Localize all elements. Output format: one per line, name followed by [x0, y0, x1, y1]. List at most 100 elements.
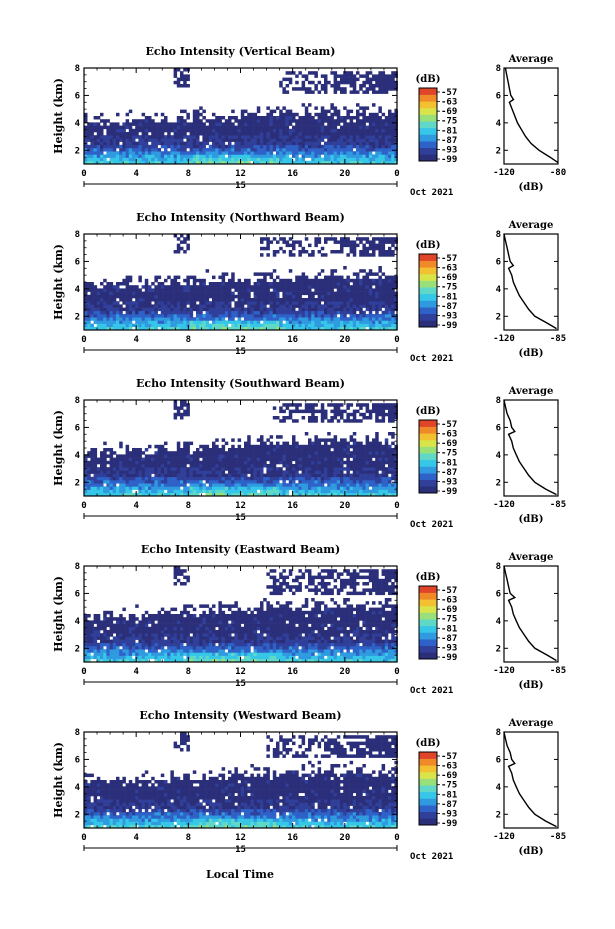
colorbar-tick-label: -93 [441, 477, 457, 487]
average-y-tick-label: 8 [496, 64, 501, 74]
average-title: Average [508, 54, 554, 65]
x-tick-label: 8 [186, 335, 191, 345]
colorbar-segment [419, 619, 437, 627]
colorbar-segment [419, 101, 437, 109]
colorbar-label: (dB) [416, 240, 441, 251]
colorbar-segment [419, 466, 437, 474]
x-tick-label: 12 [235, 833, 246, 843]
heatmap-cells [84, 566, 398, 663]
date-label: Oct 2021 [410, 354, 453, 364]
colorbar-segment [419, 426, 437, 434]
colorbar-segment [419, 765, 437, 773]
average-y-tick-label: 4 [496, 617, 502, 627]
colorbar-tick-label: -93 [441, 311, 457, 321]
colorbar-tick-label: -93 [441, 643, 457, 653]
average-y-tick-label: 8 [496, 728, 501, 738]
chart-title: Echo Intensity (Southward Beam) [136, 377, 345, 390]
colorbar-tick-label: -57 [441, 254, 457, 264]
average-profile-line [504, 67, 559, 164]
y-axis-label: Height (km) [52, 78, 65, 154]
average-y-tick-label: 6 [496, 589, 501, 599]
colorbar-segment [419, 107, 437, 115]
x-tick-label: 0 [81, 335, 86, 345]
colorbar-segment [419, 94, 437, 102]
average-y-tick-label: 4 [496, 119, 502, 129]
y-tick-label: 8 [75, 64, 80, 74]
colorbar-segment [419, 313, 437, 321]
colorbar-tick-label: -99 [441, 653, 457, 663]
colorbar-segment [419, 639, 437, 647]
x-tick-label: 0 [394, 833, 399, 843]
colorbar-segment [419, 652, 437, 660]
x-tick-label: 12 [235, 501, 246, 511]
colorbar-segment [419, 473, 437, 481]
colorbar-tick-label: -81 [441, 126, 457, 136]
average-x-tick-label: -120 [493, 832, 515, 842]
average-x-tick-label: -80 [550, 168, 566, 178]
date-label: Oct 2021 [410, 852, 453, 862]
y-tick-label: 4 [75, 451, 81, 461]
y-tick-label: 2 [75, 810, 80, 820]
colorbar-tick-label: -57 [441, 420, 457, 430]
colorbar-segment [419, 293, 437, 301]
colorbar-segment [419, 300, 437, 308]
y-tick-label: 6 [75, 91, 80, 101]
average-x-tick-label: -120 [493, 334, 515, 344]
average-profile-line [503, 233, 557, 330]
x-tick-label: 12 [235, 667, 246, 677]
colorbar-segment [419, 280, 437, 288]
colorbar-segment [419, 420, 437, 427]
colorbar-segment [419, 141, 437, 149]
average-y-tick-label: 2 [496, 810, 501, 820]
average-profile-line [503, 399, 557, 496]
average-frame [503, 399, 559, 497]
average-x-tick-label: -120 [493, 666, 515, 676]
colorbar-segment [419, 267, 437, 275]
average-y-tick-label: 4 [496, 783, 502, 793]
x-tick-label: 4 [133, 833, 139, 843]
colorbar-segment [419, 805, 437, 813]
colorbar-tick-label: -69 [441, 273, 457, 283]
colorbar-segment [419, 586, 437, 593]
y-axis-label: Height (km) [52, 576, 65, 652]
colorbar-frame [418, 253, 438, 328]
average-x-tick-label: -85 [550, 832, 566, 842]
colorbar-tick-label: -87 [441, 468, 457, 478]
colorbar-tick-label: -99 [441, 155, 457, 165]
date-label: Oct 2021 [410, 188, 453, 198]
colorbar-segment [419, 439, 437, 447]
colorbar-segment [419, 307, 437, 315]
colorbar-tick-label: -63 [441, 596, 457, 606]
colorbar-segment [419, 114, 437, 122]
colorbar-tick-label: -87 [441, 302, 457, 312]
average-y-tick-label: 2 [496, 312, 501, 322]
y-tick-label: 8 [75, 728, 80, 738]
colorbar-segment [419, 273, 437, 281]
x-tick-label: 4 [133, 667, 139, 677]
x-tick-label: 0 [394, 501, 399, 511]
average-y-tick-label: 4 [496, 451, 502, 461]
average-x-label: (dB) [519, 680, 544, 691]
colorbar-segment [419, 612, 437, 620]
average-y-tick-label: 2 [496, 146, 501, 156]
x-tick-label: 16 [287, 169, 298, 179]
colorbar-label: (dB) [416, 572, 441, 583]
colorbar-tick-label: -69 [441, 605, 457, 615]
colorbar-segment [419, 320, 437, 328]
y-tick-label: 4 [75, 783, 81, 793]
x-tick-label: 8 [186, 169, 191, 179]
colorbar-frame [418, 419, 438, 494]
x-tick-label: 0 [394, 335, 399, 345]
y-axis-label: Height (km) [52, 742, 65, 818]
colorbar-segment [419, 599, 437, 607]
x-tick-label: 4 [133, 335, 139, 345]
y-tick-label: 2 [75, 644, 80, 654]
heatmap-cells [84, 68, 398, 165]
colorbar-segment [419, 134, 437, 142]
colorbar-segment [419, 818, 437, 826]
colorbar-tick-label: -63 [441, 98, 457, 108]
colorbar-tick-label: -75 [441, 283, 457, 293]
x-tick-label: 16 [287, 833, 298, 843]
colorbar-segment [419, 645, 437, 653]
day-label: 15 [235, 347, 246, 357]
